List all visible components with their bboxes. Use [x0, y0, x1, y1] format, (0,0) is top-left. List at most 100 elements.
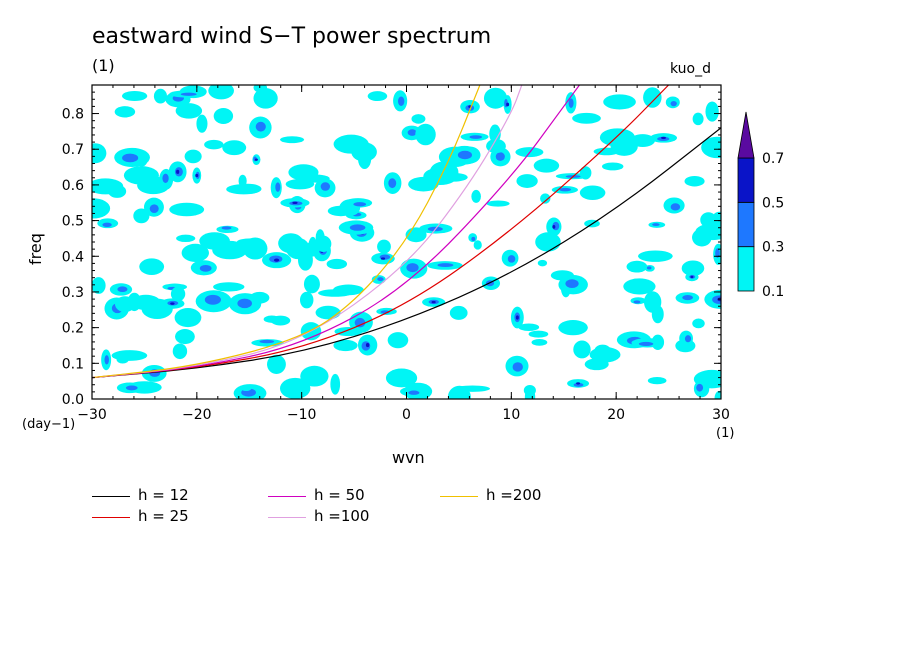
contour-patch-low [524, 386, 536, 399]
contour-patch-mid [469, 135, 483, 139]
contour-patch-low [315, 235, 332, 253]
dispersion-curve-2 [92, 85, 580, 379]
chart-title: eastward wind S−T power spectrum [92, 24, 492, 49]
contour-patch-low [326, 258, 348, 270]
legend-swatch [268, 517, 306, 518]
contour-patch-mid [670, 203, 681, 211]
dispersion-curves [92, 85, 721, 379]
contour-patch-low [213, 282, 245, 292]
legend-swatch [440, 496, 478, 497]
x-axis-unit: (1) [716, 426, 735, 441]
contour-patch-mid [712, 295, 721, 304]
y-tick-label: 0.4 [62, 249, 84, 265]
contour-patch-low [330, 373, 341, 395]
legend-swatch [92, 517, 130, 518]
contour-patch-low [176, 234, 196, 243]
contour-patch-low [267, 354, 286, 374]
contour-patch-mid [646, 266, 652, 270]
contour-patch-high [254, 158, 258, 161]
contour-patch-mid [406, 263, 419, 273]
y-tick-label: 0.6 [62, 178, 84, 194]
contour-patch-low [181, 243, 209, 262]
contour-patch-mid [122, 153, 139, 163]
contour-patch-low [486, 200, 510, 207]
contour-patch-low [357, 147, 372, 170]
x-tick-label: 10 [502, 407, 520, 423]
contour-patch-mid [407, 129, 417, 136]
contour-patch-high [176, 169, 180, 174]
contour-field [92, 85, 721, 399]
contour-patch-low [692, 228, 712, 247]
legend-swatch [92, 496, 130, 497]
contour-patch-low [387, 332, 409, 349]
contour-patch-low [297, 249, 313, 271]
contour-patch-low [92, 178, 124, 195]
contour-patch-low [630, 134, 655, 147]
contour-patch-low [114, 106, 136, 118]
contour-patch-mid [507, 255, 516, 263]
y-tick-label: 0.3 [62, 285, 84, 301]
colorbar-label: 0.7 [762, 151, 784, 167]
contour-patch-mid [320, 182, 331, 191]
legend-label: h = 50 [314, 486, 365, 504]
contour-patch-low [377, 239, 391, 254]
y-tick-label: 0.7 [62, 142, 84, 158]
contour-patch-low [226, 184, 262, 195]
contour-patch-mid [117, 286, 128, 293]
contour-patch-low [573, 340, 591, 359]
contour-patch-low [92, 143, 107, 164]
contour-patch-mid [199, 264, 212, 272]
contour-patch-mid [408, 390, 420, 395]
contour-patch-high [515, 315, 519, 320]
x-axis-label: wvn [392, 448, 425, 467]
contour-patch-low [222, 140, 247, 156]
contour-patch-low [647, 376, 667, 385]
contour-patch-mid [255, 121, 266, 132]
contour-patch-low [174, 308, 202, 328]
contour-patch-mid [559, 187, 572, 192]
contour-patch-low [518, 323, 540, 332]
contour-patch-low [638, 250, 673, 262]
contour-patch-low [253, 88, 278, 109]
contour-patch-high [380, 257, 386, 260]
contour-patch-low [535, 232, 561, 252]
contour-patch-mid [684, 335, 692, 343]
x-tick-label: −20 [182, 407, 212, 423]
contour-patch-low [449, 305, 468, 320]
contour-patch-high [273, 258, 280, 262]
contour-patch-high [661, 136, 666, 140]
contour-patch-low [572, 112, 601, 124]
dispersion-curve-3 [92, 85, 523, 379]
contour-patch-mid [512, 362, 523, 372]
contour-patch-high [576, 382, 581, 385]
contour-patch-low [643, 87, 662, 108]
contour-patch-low [579, 166, 592, 180]
dispersion-curve-0 [92, 127, 721, 379]
contour-patch-low [175, 329, 195, 345]
contour-patch-low [263, 315, 280, 323]
contour-patch-low [139, 258, 165, 275]
x-tick-label: 30 [712, 407, 730, 423]
legend-label: h = 12 [138, 486, 189, 504]
contour-patch-low [415, 123, 436, 146]
contour-patch-mid [715, 248, 720, 258]
contour-patch-low [308, 236, 318, 257]
contour-patch-low [483, 87, 508, 109]
contour-patch-low [303, 274, 320, 294]
contour-patch-low [204, 139, 224, 150]
contour-patch-low [429, 161, 459, 183]
contour-patch-low [447, 385, 471, 399]
contour-patch-mid [102, 222, 112, 227]
contour-patch-low [681, 260, 705, 277]
colorbar-label: 0.5 [762, 195, 784, 211]
contour-patch-low [603, 94, 636, 110]
dispersion-curve-4 [92, 85, 481, 379]
contour-patch-high [365, 342, 370, 348]
axes: −30 −20 −10 0 10 20 30 0.0 0.1 0.2 0.3 0.4 0.5 0.6 0.7… [62, 85, 730, 423]
y-axis-unit: (day−1) [22, 417, 76, 432]
contour-patch-low [280, 136, 305, 144]
contour-patch-high [690, 275, 694, 279]
colorbar-segment [737, 246, 755, 292]
contour-patch-low [558, 319, 588, 336]
colorbar-segment [737, 201, 755, 248]
